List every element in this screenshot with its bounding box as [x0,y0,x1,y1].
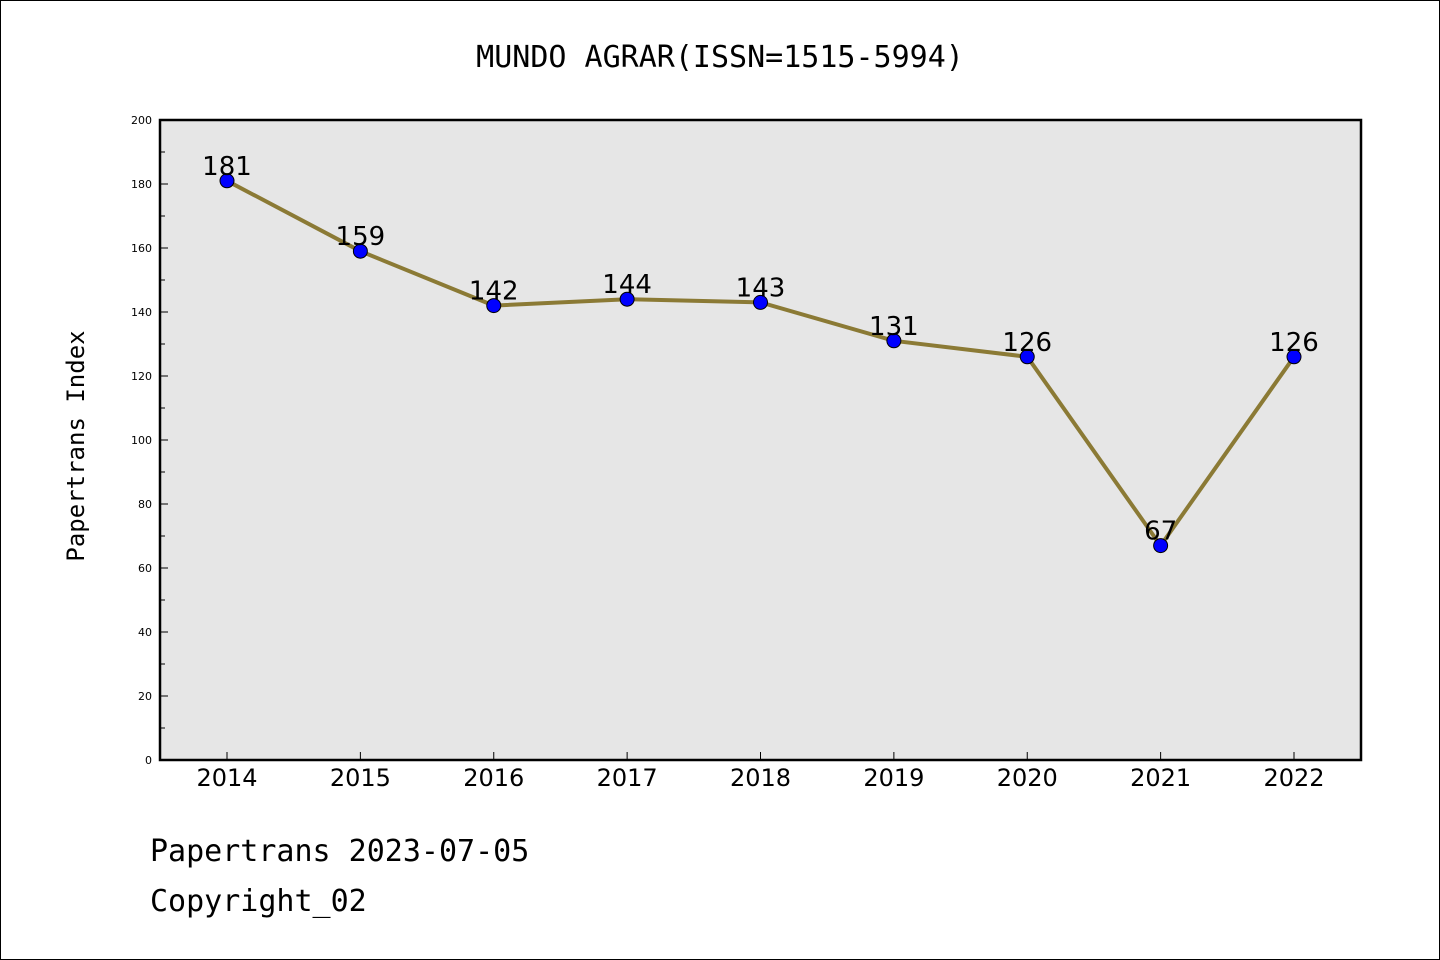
data-point [219,173,235,189]
y-tick-label: 140 [131,306,152,319]
x-tick-label: 2019 [863,764,924,792]
data-point [1286,349,1302,365]
plot-area [160,120,1361,760]
series-group: 181 159 142 144 143 131 126 67 126 [202,152,1319,554]
y-tick-label: 80 [138,498,152,511]
data-label: 142 [469,277,519,307]
x-tick-label: 2016 [463,764,524,792]
x-axis: 2014 2015 2016 2017 2018 2019 2020 2021 2022 [196,752,1325,792]
data-label: 126 [1002,328,1052,358]
data-label: 126 [1269,328,1319,358]
data-label: 67 [1144,517,1177,547]
y-tick-label: 180 [131,178,152,191]
data-label: 143 [736,273,786,303]
x-tick-label: 2018 [730,764,791,792]
y-axis-label: Papertrans Index [62,330,90,561]
x-tick-label: 2015 [330,764,391,792]
data-point [352,243,368,259]
data-point [1153,538,1169,554]
y-axis: 0 20 40 60 80 100 120 140 160 180 200 [131,114,168,767]
y-tick-label: 100 [131,434,152,447]
data-point [619,291,635,307]
plot-frame [158,118,1363,762]
data-label: 144 [602,270,652,300]
data-point [486,298,502,314]
x-tick-label: 2014 [196,764,257,792]
y-tick-label: 20 [138,690,152,703]
data-label: 131 [869,312,919,342]
data-point [886,333,902,349]
y-tick-label: 0 [145,754,152,767]
data-label: 181 [202,152,252,182]
y-tick-label: 60 [138,562,152,575]
y-tick-label: 160 [131,242,152,255]
footer-copyright-text: Copyright_02 [150,884,367,919]
x-tick-label: 2021 [1130,764,1191,792]
y-tick-label: 120 [131,370,152,383]
data-point [753,294,768,310]
x-tick-label: 2022 [1263,764,1324,792]
data-point [1019,349,1035,365]
x-tick-label: 2017 [597,764,658,792]
footer-date-text: Papertrans 2023-07-05 [150,834,530,869]
data-label: 159 [336,222,386,252]
y-tick-label: 200 [131,114,152,127]
x-tick-label: 2020 [997,764,1058,792]
y-tick-label: 40 [138,626,152,639]
chart-title: MUNDO AGRAR(ISSN=1515-5994) [476,40,964,75]
